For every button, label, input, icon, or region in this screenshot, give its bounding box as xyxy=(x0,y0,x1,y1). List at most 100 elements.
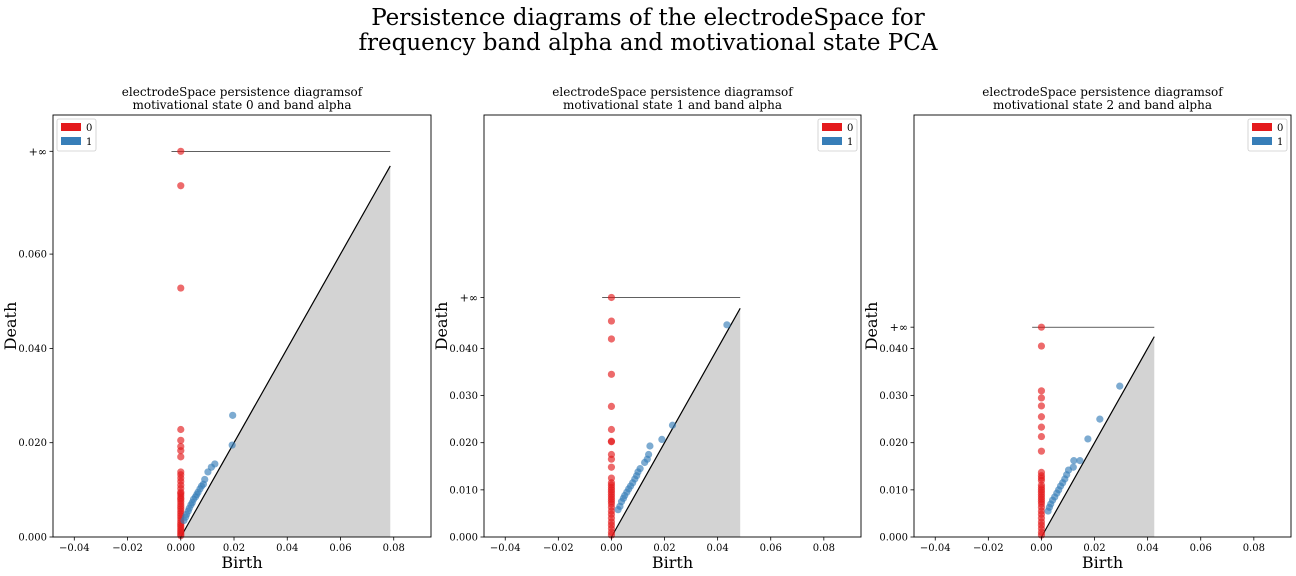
x-tick-label: 0.06 xyxy=(329,543,351,554)
x-tick-label: 0.04 xyxy=(707,543,729,554)
point-dim1 xyxy=(1044,507,1052,515)
x-tick-label: 0.08 xyxy=(383,543,405,554)
x-tick-label: −0.02 xyxy=(973,543,1004,554)
x-tick-label: −0.02 xyxy=(543,543,574,554)
point-dim0 xyxy=(177,436,185,444)
y-tick-label: 0.020 xyxy=(879,438,908,449)
infinity-tick-label: +∞ xyxy=(460,291,478,304)
point-dim1 xyxy=(1096,415,1104,423)
point-dim1 xyxy=(614,506,622,514)
point-dim1 xyxy=(658,435,666,443)
panel-title-line1: electrodeSpace persistence diagramsof xyxy=(122,85,364,99)
point-dim0 xyxy=(1037,413,1046,421)
x-tick-label: 0.000 xyxy=(166,543,195,554)
point-dim1 xyxy=(1116,382,1124,390)
panel-title-line2: motivational state 0 and band alpha xyxy=(133,98,352,112)
y-tick-label: 0.010 xyxy=(879,485,908,496)
panel-title-line1: electrodeSpace persistence diagramsof xyxy=(982,85,1224,99)
x-tick-label: 0.06 xyxy=(1190,543,1212,554)
point-dim1 xyxy=(1084,435,1092,443)
legend-swatch-1 xyxy=(1252,137,1272,145)
legend-label-1: 1 xyxy=(86,137,92,148)
point-dim0 xyxy=(1037,323,1046,331)
legend-swatch-1 xyxy=(822,137,842,145)
x-tick-label: 0.02 xyxy=(653,543,675,554)
x-axis-label: Birth xyxy=(652,553,693,572)
legend-label-0: 0 xyxy=(847,123,853,134)
point-dim0 xyxy=(1037,394,1046,402)
y-tick-label: 0.030 xyxy=(449,391,478,402)
legend-label-0: 0 xyxy=(1277,123,1283,134)
y-tick-label: 0.000 xyxy=(18,533,47,544)
axes-frame xyxy=(52,114,432,538)
persistence-panel-1: −0.04 −0.02 0.00 0.02 0.04 0.06 0.08 0.000 0.010… xyxy=(432,85,862,572)
infinity-tick-label: +∞ xyxy=(890,321,908,334)
y-tick-label: 0.060 xyxy=(18,250,47,261)
x-tick-label: 0.04 xyxy=(276,543,298,554)
figure-title-line2: frequency band alpha and motivational st… xyxy=(358,30,938,56)
axes-frame xyxy=(913,114,1292,538)
point-dim0 xyxy=(607,425,616,434)
legend: 01 xyxy=(1247,118,1288,152)
y-axis-label: Death xyxy=(862,302,881,351)
point-dim1 xyxy=(1070,457,1078,465)
point-dim0 xyxy=(177,284,185,292)
panel-title-line1: electrodeSpace persistence diagramsof xyxy=(552,85,794,99)
point-dim1 xyxy=(204,468,212,476)
axes-frame xyxy=(483,114,862,538)
y-axis-label: Death xyxy=(432,302,451,351)
legend-swatch-1 xyxy=(61,137,81,145)
y-tick-label: 0.010 xyxy=(449,485,478,496)
point-dim0 xyxy=(177,447,185,455)
x-tick-label: 0.02 xyxy=(223,543,245,554)
point-dim0 xyxy=(177,425,185,434)
point-dim0 xyxy=(1037,342,1046,350)
legend-swatch-0 xyxy=(61,123,81,131)
y-tick-label: 0.020 xyxy=(18,438,47,449)
x-tick-label: 0.00 xyxy=(600,543,622,554)
x-tick-label: −0.04 xyxy=(59,543,90,554)
x-tick-label: 0.06 xyxy=(760,543,782,554)
persistence-panel-2: −0.04 −0.02 0.00 0.02 0.04 0.06 0.08 0.000 0.010… xyxy=(862,85,1292,572)
point-dim0 xyxy=(1037,387,1046,395)
legend-label-1: 1 xyxy=(1277,137,1283,148)
y-tick-label: 0.040 xyxy=(879,344,908,355)
x-tick-label: 0.04 xyxy=(1137,543,1159,554)
diagonal-line xyxy=(610,308,741,538)
y-tick-label: 0.000 xyxy=(879,533,908,544)
point-dim1 xyxy=(646,442,654,450)
legend: 01 xyxy=(817,118,858,152)
legend-label-1: 1 xyxy=(847,137,853,148)
point-dim0 xyxy=(607,317,616,325)
point-dim0 xyxy=(1037,423,1046,431)
point-dim0 xyxy=(177,182,185,190)
x-tick-label: −0.04 xyxy=(490,543,521,554)
point-dim1 xyxy=(180,516,188,525)
point-dim1 xyxy=(229,411,237,419)
diagonal-line xyxy=(1040,336,1155,538)
point-dim0 xyxy=(607,463,616,471)
y-tick-label: 0.030 xyxy=(879,391,908,402)
point-dim0 xyxy=(607,438,616,446)
point-dim0 xyxy=(177,453,185,461)
point-dim0 xyxy=(607,293,616,302)
figure-title-line1: Persistence diagrams of the electrodeSpa… xyxy=(371,5,925,31)
x-axis-label: Birth xyxy=(221,553,262,572)
x-tick-label: 0.08 xyxy=(1243,543,1265,554)
point-dim0 xyxy=(177,147,185,155)
point-dim0 xyxy=(607,455,616,463)
point-dim1 xyxy=(668,421,677,429)
legend-swatch-0 xyxy=(822,123,842,131)
legend: 01 xyxy=(56,118,97,152)
x-tick-label: 0.08 xyxy=(813,543,835,554)
panel-title-line2: motivational state 1 and band alpha xyxy=(563,98,782,112)
legend-swatch-0 xyxy=(1252,123,1272,131)
point-dim1 xyxy=(641,458,649,467)
point-dim0 xyxy=(1037,447,1046,455)
persistence-panel-0: −0.04 −0.02 0.000 0.02 0.04 0.06 0.08 0.000 0.02… xyxy=(1,85,432,572)
y-tick-label: 0.000 xyxy=(449,533,478,544)
x-tick-label: −0.02 xyxy=(112,543,143,554)
y-tick-label: 0.040 xyxy=(18,344,47,355)
y-axis-label: Death xyxy=(1,302,20,351)
